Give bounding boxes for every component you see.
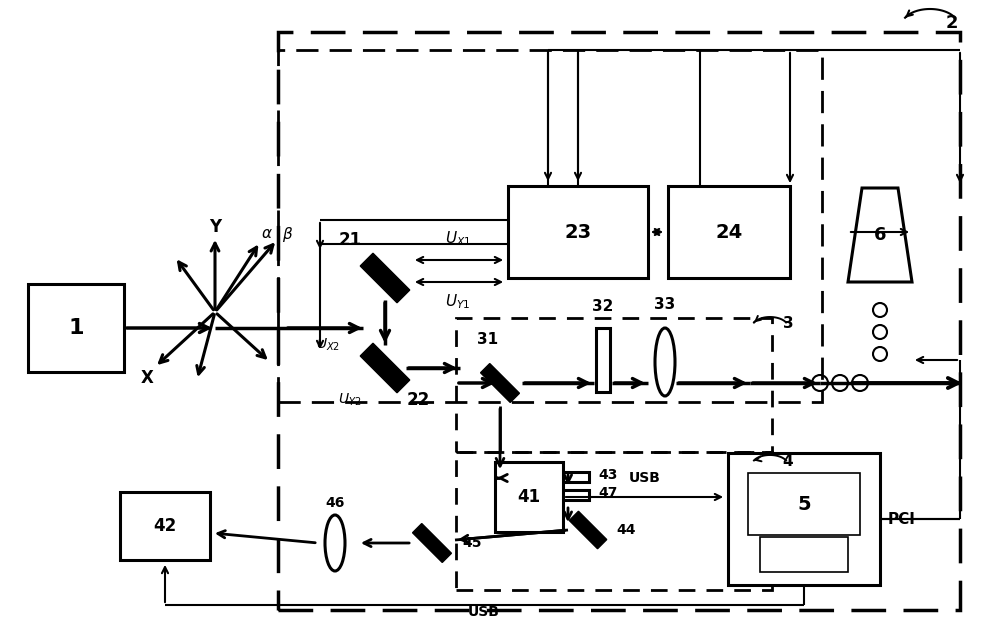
FancyBboxPatch shape	[28, 284, 124, 372]
FancyBboxPatch shape	[547, 490, 589, 500]
Text: 5: 5	[797, 495, 811, 513]
Text: 46: 46	[325, 496, 345, 510]
Text: 42: 42	[153, 517, 177, 535]
Polygon shape	[413, 524, 451, 563]
Text: X: X	[141, 369, 153, 387]
Text: 3: 3	[783, 317, 793, 332]
Text: $U_{Y1}$: $U_{Y1}$	[445, 292, 471, 310]
Text: 47: 47	[598, 486, 617, 500]
FancyBboxPatch shape	[508, 186, 648, 278]
Text: 43: 43	[598, 468, 617, 482]
Polygon shape	[569, 511, 607, 548]
Text: 22: 22	[406, 391, 430, 409]
Polygon shape	[360, 343, 410, 393]
Text: $U_{X2}$: $U_{X2}$	[316, 337, 340, 353]
Text: 31: 31	[477, 333, 499, 348]
Text: $U_{X1}$: $U_{X1}$	[445, 229, 471, 248]
Text: USB: USB	[629, 471, 661, 485]
Text: 45: 45	[462, 536, 482, 550]
Text: USB: USB	[468, 605, 500, 619]
Text: $U_{Y2}$: $U_{Y2}$	[338, 392, 362, 408]
Text: β: β	[282, 227, 292, 241]
FancyBboxPatch shape	[728, 453, 880, 585]
FancyBboxPatch shape	[495, 462, 563, 532]
Text: 21: 21	[338, 231, 362, 249]
FancyBboxPatch shape	[547, 472, 589, 482]
FancyBboxPatch shape	[596, 328, 610, 392]
Text: 23: 23	[564, 223, 592, 241]
Text: 32: 32	[592, 299, 614, 314]
Text: 41: 41	[517, 488, 541, 506]
Text: 24: 24	[715, 223, 743, 241]
Text: 1: 1	[68, 318, 84, 338]
FancyBboxPatch shape	[748, 473, 860, 535]
Text: α: α	[262, 227, 272, 241]
Text: 2: 2	[946, 14, 958, 32]
Text: 4: 4	[783, 454, 793, 470]
FancyBboxPatch shape	[120, 492, 210, 560]
Text: 33: 33	[654, 297, 676, 312]
Text: PCI: PCI	[888, 511, 916, 527]
Text: 6: 6	[874, 226, 886, 244]
Polygon shape	[360, 253, 410, 303]
Text: 44: 44	[616, 523, 636, 537]
Text: Y: Y	[209, 218, 221, 236]
Polygon shape	[481, 364, 519, 403]
FancyBboxPatch shape	[760, 537, 848, 572]
FancyBboxPatch shape	[668, 186, 790, 278]
